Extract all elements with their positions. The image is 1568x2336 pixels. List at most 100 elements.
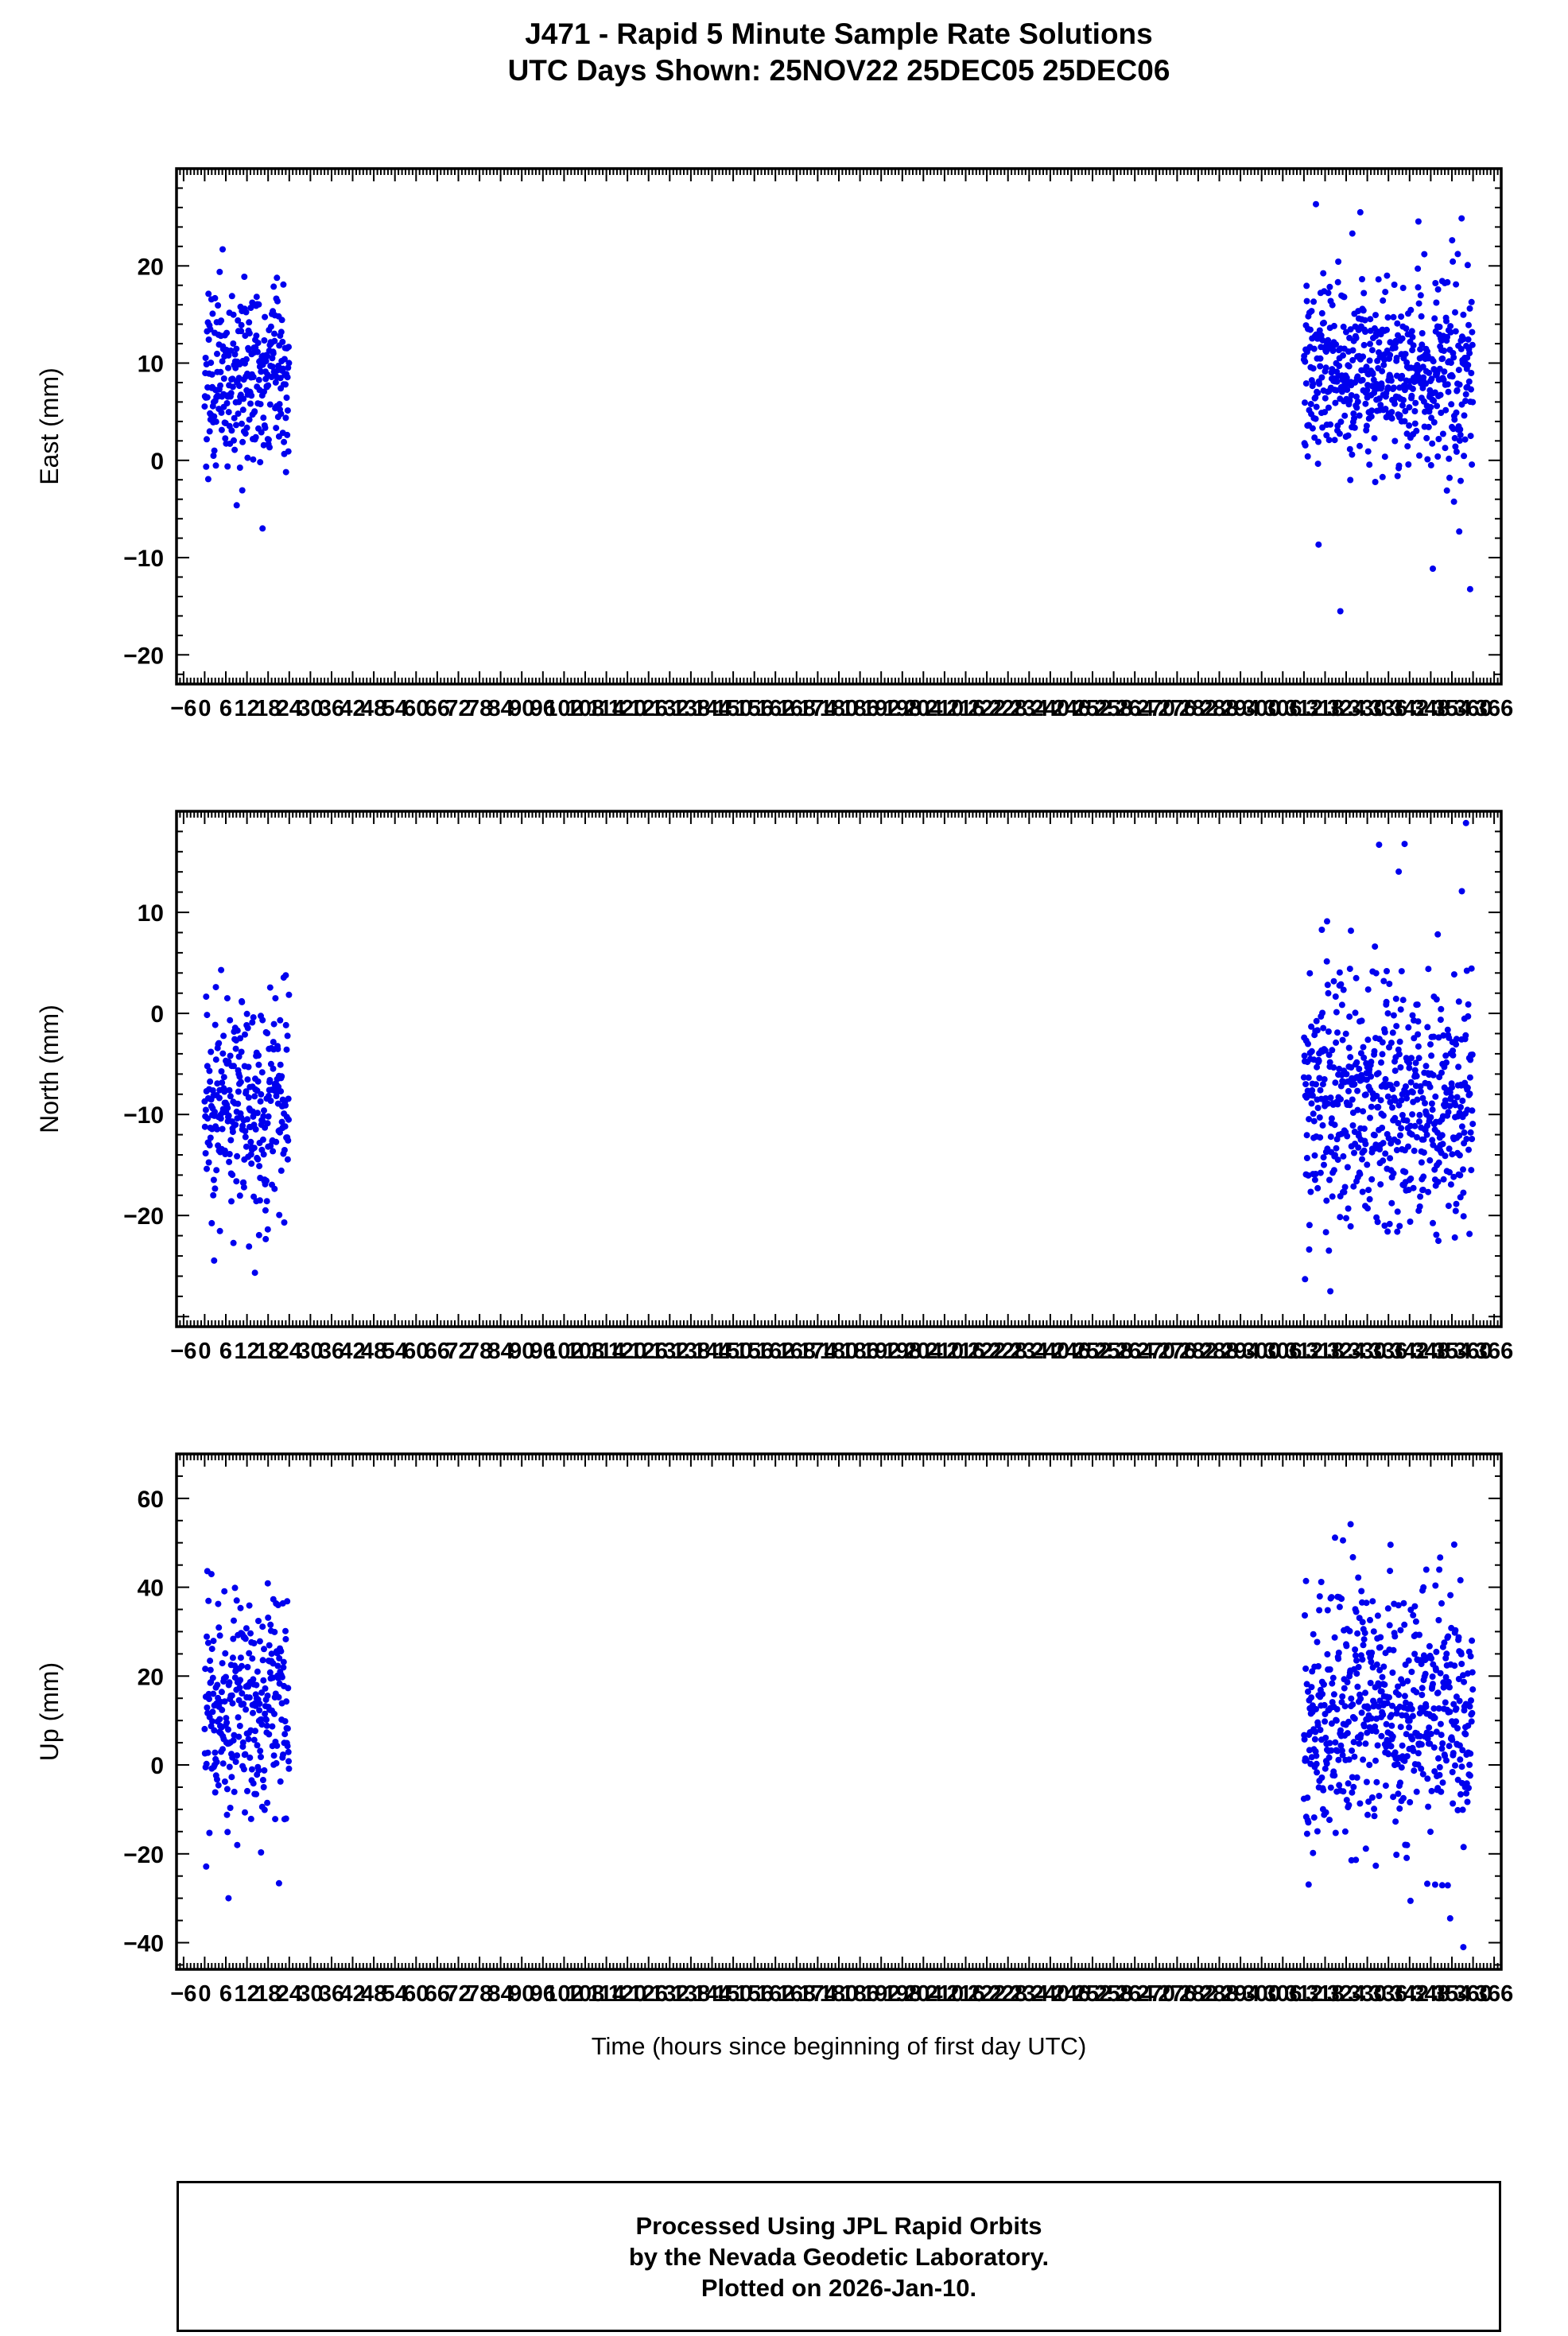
svg-text:234: 234 (1010, 696, 1048, 721)
svg-text:216: 216 (946, 1339, 984, 1364)
svg-text:180: 180 (820, 1339, 858, 1364)
svg-text:270: 270 (1137, 1339, 1175, 1364)
chart-title-line1: J471 - Rapid 5 Minute Sample Rate Soluti… (525, 17, 1153, 50)
svg-text:−10: −10 (123, 1102, 164, 1129)
svg-text:12: 12 (234, 696, 259, 721)
svg-text:102: 102 (545, 1339, 583, 1364)
svg-text:282: 282 (1179, 696, 1217, 721)
footer-line3: Plotted on 2026-Jan-10. (701, 2273, 977, 2302)
svg-text:42: 42 (340, 696, 365, 721)
svg-text:90: 90 (509, 1339, 534, 1364)
svg-text:294: 294 (1221, 1339, 1259, 1364)
svg-text:84: 84 (487, 696, 513, 721)
svg-text:276: 276 (1158, 1339, 1196, 1364)
svg-text:156: 156 (735, 1339, 774, 1364)
svg-text:0: 0 (198, 696, 211, 721)
svg-text:354: 354 (1433, 696, 1471, 721)
svg-text:60: 60 (403, 1339, 429, 1364)
svg-text:282: 282 (1179, 1339, 1217, 1364)
svg-text:246: 246 (1052, 1339, 1090, 1364)
svg-text:102: 102 (545, 696, 583, 721)
svg-text:144: 144 (693, 696, 731, 721)
svg-text:312: 312 (1285, 1339, 1323, 1364)
svg-text:72: 72 (445, 1339, 471, 1364)
svg-text:204: 204 (904, 1339, 942, 1364)
svg-text:126: 126 (630, 1339, 668, 1364)
svg-text:270: 270 (1137, 696, 1175, 721)
svg-text:342: 342 (1391, 1339, 1429, 1364)
svg-text:48: 48 (361, 1339, 386, 1364)
svg-text:366: 366 (1475, 696, 1513, 721)
svg-text:30: 30 (297, 1339, 323, 1364)
svg-text:162: 162 (756, 696, 794, 721)
svg-text:138: 138 (672, 696, 710, 721)
time-axis-label: Time (hours since beginning of first day… (591, 2032, 1087, 2060)
svg-text:6: 6 (219, 696, 232, 721)
svg-text:114: 114 (588, 696, 625, 721)
svg-text:84: 84 (487, 1339, 513, 1364)
svg-text:342: 342 (1391, 696, 1429, 721)
svg-text:192: 192 (862, 696, 900, 721)
svg-text:180: 180 (820, 696, 858, 721)
svg-text:264: 264 (1116, 696, 1154, 721)
svg-text:240: 240 (1031, 1339, 1069, 1364)
svg-text:36: 36 (319, 696, 344, 721)
svg-text:264: 264 (1116, 1339, 1154, 1364)
up-axis-label: Up (mm) (35, 1662, 64, 1762)
svg-text:24: 24 (277, 1339, 302, 1364)
svg-text:72: 72 (445, 696, 471, 721)
svg-text:198: 198 (883, 696, 922, 721)
svg-text:78: 78 (467, 696, 492, 721)
svg-text:−20: −20 (123, 643, 164, 669)
svg-text:96: 96 (530, 1339, 556, 1364)
svg-text:330: 330 (1348, 1339, 1386, 1364)
svg-text:228: 228 (989, 696, 1027, 721)
svg-text:18: 18 (255, 696, 281, 721)
svg-text:360: 360 (1454, 696, 1492, 721)
svg-text:90: 90 (509, 696, 534, 721)
svg-text:324: 324 (1327, 1339, 1365, 1364)
svg-text:258: 258 (1094, 696, 1132, 721)
svg-text:120: 120 (608, 696, 646, 721)
svg-text:240: 240 (1031, 696, 1069, 721)
svg-text:108: 108 (566, 696, 604, 721)
svg-text:−20: −20 (123, 1203, 164, 1230)
svg-text:150: 150 (714, 1339, 752, 1364)
svg-text:10: 10 (138, 900, 164, 927)
svg-text:366: 366 (1475, 1339, 1513, 1364)
svg-text:0: 0 (150, 1001, 164, 1028)
svg-text:210: 210 (926, 696, 964, 721)
svg-text:186: 186 (840, 1339, 879, 1364)
svg-text:348: 348 (1411, 1339, 1450, 1364)
svg-text:0: 0 (150, 449, 164, 475)
svg-text:174: 174 (798, 696, 836, 721)
chart-title-line2: UTC Days Shown: 25NOV22 25DEC05 25DEC06 (507, 54, 1170, 87)
svg-text:294: 294 (1221, 696, 1259, 721)
svg-text:120: 120 (608, 1339, 646, 1364)
svg-text:312: 312 (1285, 696, 1323, 721)
svg-text:246: 246 (1052, 696, 1090, 721)
svg-text:348: 348 (1411, 696, 1450, 721)
svg-text:174: 174 (798, 1339, 836, 1364)
svg-text:216: 216 (946, 696, 984, 721)
svg-text:18: 18 (255, 1339, 281, 1364)
footer-box: Processed Using JPL Rapid Orbits by the … (177, 2181, 1501, 2332)
svg-text:210: 210 (926, 1339, 964, 1364)
svg-text:222: 222 (968, 1339, 1006, 1364)
svg-text:126: 126 (630, 696, 668, 721)
svg-text:336: 336 (1369, 1339, 1407, 1364)
svg-text:108: 108 (566, 1339, 604, 1364)
svg-text:6: 6 (219, 1339, 232, 1364)
svg-text:360: 360 (1454, 1339, 1492, 1364)
svg-text:288: 288 (1200, 1339, 1238, 1364)
svg-text:336: 336 (1369, 696, 1407, 721)
svg-text:24: 24 (277, 696, 302, 721)
svg-text:30: 30 (297, 696, 323, 721)
svg-text:234: 234 (1010, 1339, 1048, 1364)
svg-text:−10: −10 (123, 546, 164, 572)
footer-line2: by the Nevada Geodetic Laboratory. (628, 2242, 1050, 2271)
svg-text:252: 252 (1073, 696, 1112, 721)
svg-text:192: 192 (862, 1339, 900, 1364)
svg-text:204: 204 (904, 696, 942, 721)
